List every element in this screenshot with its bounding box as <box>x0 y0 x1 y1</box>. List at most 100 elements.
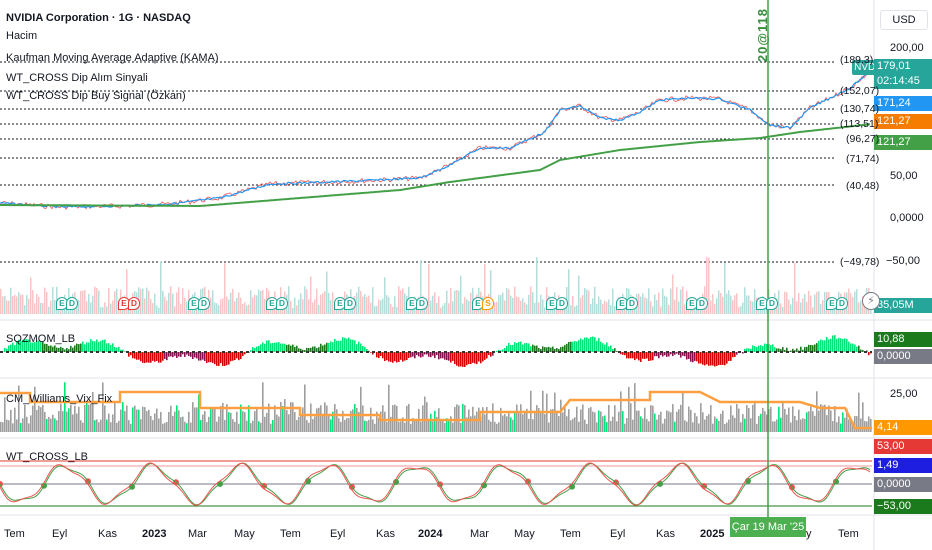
price-tick: −50,00 <box>886 255 920 267</box>
volume-bar <box>540 294 542 314</box>
wvf-bar <box>70 404 72 432</box>
sqzmom-bar <box>38 340 40 352</box>
wvf-bar <box>414 419 416 432</box>
wvf-bar <box>750 418 752 432</box>
volume-bar <box>654 294 656 314</box>
time-tick: May <box>514 528 535 540</box>
volume-bar <box>140 289 142 314</box>
volume-bar <box>386 295 388 314</box>
volume-bar <box>582 295 584 314</box>
sqzmom-bar <box>76 343 78 352</box>
wvf-bar <box>562 412 564 432</box>
sqzmom-bar <box>530 346 532 352</box>
wvf-bar <box>456 404 458 432</box>
sqzmom-bar <box>396 352 398 363</box>
lightning-icon[interactable]: ⚡ <box>862 292 880 310</box>
sqzmom-bar <box>238 352 240 361</box>
pane-title-wtcross[interactable]: WT_CROSS_LB <box>6 451 88 463</box>
volume-bar <box>646 298 648 314</box>
wvf-bar <box>250 423 252 432</box>
wvf-bar <box>390 416 392 432</box>
legend-kama[interactable]: Kaufman Moving Average Adaptive (KAMA) <box>6 52 219 64</box>
sqzmom-bar <box>802 349 804 352</box>
sqzmom-bar <box>546 347 548 352</box>
wvf-bar <box>422 405 424 432</box>
event-glyph: D <box>766 297 778 310</box>
sqzmom-bar <box>510 344 512 352</box>
sqzmom-bar <box>162 352 164 361</box>
wvf-bar <box>770 406 772 432</box>
volume-bar <box>674 299 676 314</box>
wvf-bar <box>380 411 382 432</box>
sqzmom-bar <box>418 352 420 357</box>
wvf-bar <box>200 420 202 432</box>
volume-bar <box>710 300 712 314</box>
sqzmom-bar <box>332 342 334 352</box>
wvf-bar <box>318 407 320 432</box>
sqzmom-bar <box>818 340 820 352</box>
wvf-bar <box>840 423 842 432</box>
wvf-bar <box>506 416 508 432</box>
wvf-bar <box>812 411 814 432</box>
wvf-bar <box>490 421 492 432</box>
volume-bar <box>788 299 790 314</box>
sqzmom-bar <box>344 337 346 352</box>
sqzmom-zero-tag: 0,0000 <box>874 349 932 364</box>
sqzmom-bar <box>558 349 560 352</box>
wvf-bar <box>198 394 200 432</box>
sqzmom-bar <box>682 352 684 356</box>
wvf-bar <box>766 414 768 432</box>
pane-title-sqzmom[interactable]: SQZMOM_LB <box>6 333 76 345</box>
volume-bar <box>372 287 374 314</box>
wvf-bar <box>8 420 10 432</box>
sqzmom-bar <box>776 348 778 352</box>
pane-title-williams[interactable]: CM_Williams_Vix_Fix <box>6 393 113 405</box>
wvf-bar <box>428 418 430 432</box>
currency-button[interactable]: USD <box>880 10 928 30</box>
volume-bar <box>666 296 668 314</box>
wvf-bar <box>784 408 786 432</box>
volume-bar <box>656 300 658 314</box>
sqzmom-bar <box>462 352 464 367</box>
chart-title[interactable]: NVIDIA Corporation · 1G · NASDAQ <box>6 12 191 24</box>
sqzmom-bar <box>416 352 418 356</box>
sqzmom-bar <box>812 345 814 352</box>
wvf-bar <box>354 404 356 432</box>
sqzmom-bar <box>330 341 332 352</box>
wvf-bar <box>824 404 826 432</box>
wvf-bar <box>458 405 460 432</box>
volume-bar <box>682 286 684 314</box>
sqzmom-bar <box>210 352 212 363</box>
wvf-bar <box>664 418 666 432</box>
volume-bar <box>150 299 152 314</box>
sqzmom-bar <box>354 340 356 352</box>
sqzmom-bar <box>616 351 618 352</box>
legend-wt-dip-buy[interactable]: WT_CROSS Dip Buy Signal (Özkan) <box>6 90 186 102</box>
wvf-bar <box>746 405 748 432</box>
volume-bar <box>260 291 262 314</box>
wvf-bar <box>486 406 488 432</box>
sqzmom-bar <box>492 352 494 356</box>
wvf-bar <box>46 419 48 432</box>
time-tick: y <box>806 528 812 540</box>
legend-wt-dip-alim[interactable]: WT_CROSS Dip Alım Sinyali <box>6 72 148 84</box>
legend-volume[interactable]: Hacim <box>6 30 38 42</box>
volume-bar <box>404 293 406 314</box>
volume-bar <box>106 306 108 314</box>
sqzmom-bar <box>194 352 196 358</box>
sqzmom-bar <box>336 340 338 352</box>
wvf-bar <box>772 421 774 432</box>
wvf-bar <box>182 416 184 432</box>
